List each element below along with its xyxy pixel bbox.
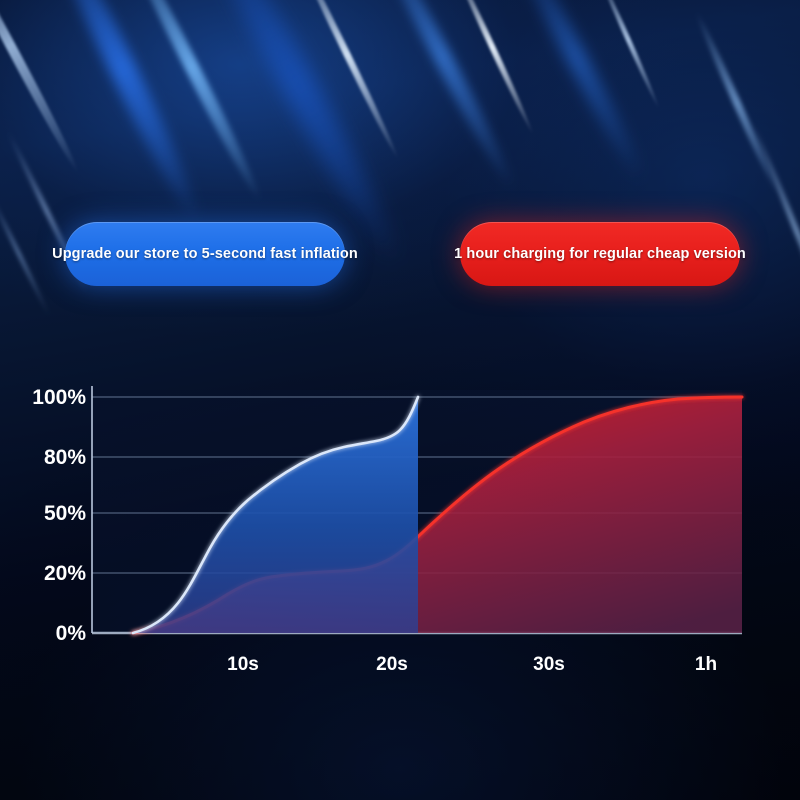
series-area-slow-charge bbox=[133, 397, 742, 633]
streak-7 bbox=[449, 0, 536, 135]
series-line-fast-charge bbox=[131, 395, 420, 635]
streak-2 bbox=[36, 0, 210, 227]
streak-6 bbox=[364, 0, 521, 194]
streak-1 bbox=[0, 0, 83, 175]
x-tick-label-1h: 1h bbox=[695, 654, 717, 675]
series-area-fast-charge bbox=[133, 397, 418, 633]
y-tick-label-80: 80% bbox=[44, 446, 86, 469]
x-tick-label-10s: 10s bbox=[227, 654, 259, 675]
badge-fast-charge-label: Upgrade our store to 5-second fast infla… bbox=[52, 246, 358, 262]
x-tick-label-20s: 20s bbox=[376, 654, 408, 675]
x-axis-labels: 10s 20s 30s 1h bbox=[227, 654, 717, 675]
y-tick-label-100: 100% bbox=[32, 386, 86, 409]
streak-13 bbox=[0, 190, 52, 318]
y-axis-labels: 100% 80% 50% 20% 0% bbox=[32, 386, 86, 645]
streak-8 bbox=[502, 0, 652, 187]
badge-slow-charge-label: 1 hour charging for regular cheap versio… bbox=[454, 246, 746, 262]
streak-11 bbox=[749, 120, 800, 345]
charging-speed-chart: 100% 80% 50% 20% 0% 10s 20s 30s 1h bbox=[0, 340, 800, 690]
streak-3 bbox=[117, 0, 267, 204]
y-tick-label-20: 20% bbox=[44, 562, 86, 585]
badge-slow-charge[interactable]: 1 hour charging for regular cheap versio… bbox=[454, 222, 746, 286]
y-tick-label-0: 0% bbox=[56, 622, 87, 645]
streak-9 bbox=[595, 0, 662, 110]
x-tick-label-30s: 30s bbox=[533, 654, 565, 675]
y-tick-label-50: 50% bbox=[44, 502, 86, 525]
chart-svg: 100% 80% 50% 20% 0% 10s 20s 30s 1h bbox=[32, 386, 744, 675]
badge-fast-charge[interactable]: Upgrade our store to 5-second fast infla… bbox=[52, 222, 358, 286]
streak-5 bbox=[293, 0, 401, 160]
streak-10 bbox=[692, 10, 782, 196]
